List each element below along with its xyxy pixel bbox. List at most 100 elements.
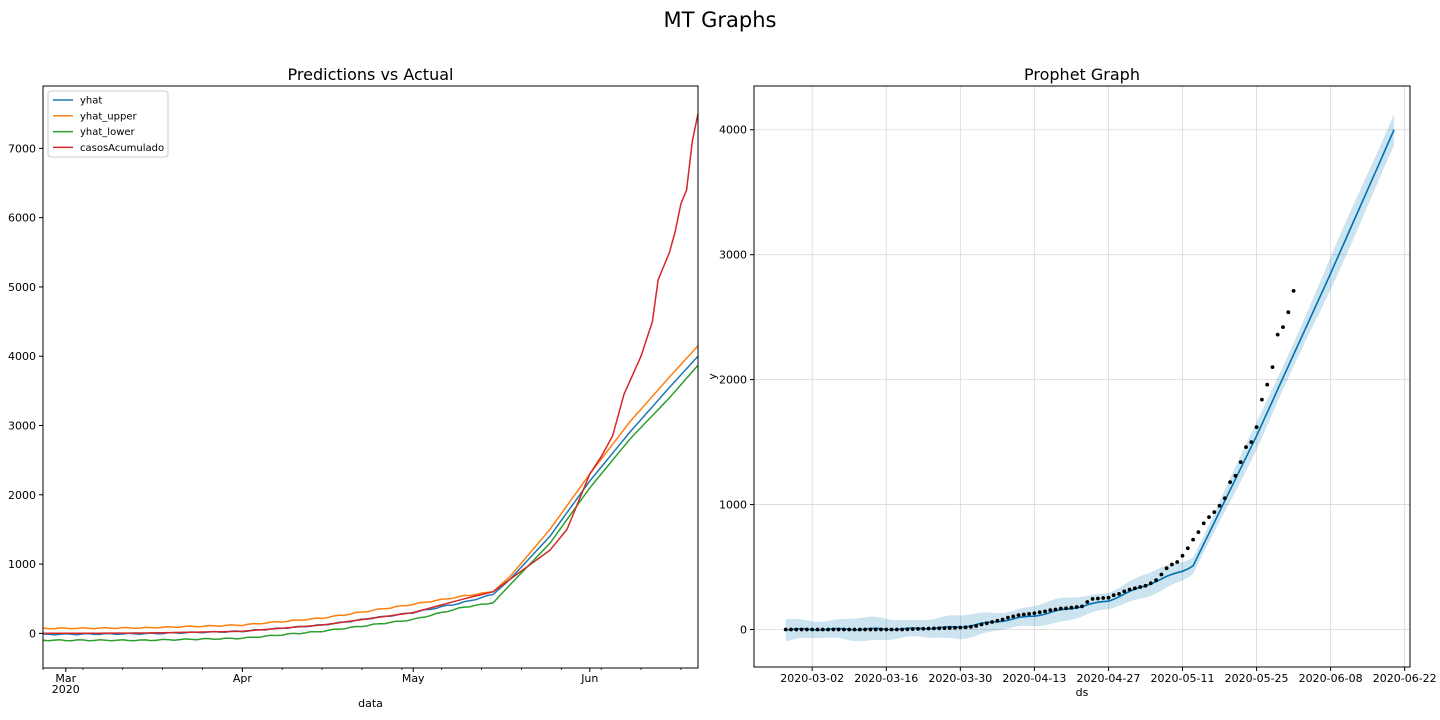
y-tick-label: 0 — [29, 627, 36, 640]
observed-point — [1074, 605, 1079, 609]
y-tick-label: 7000 — [8, 142, 36, 155]
uncertainty-band — [785, 114, 1395, 642]
observed-point — [1048, 608, 1053, 612]
series-line-yhat_lower — [43, 364, 698, 642]
observed-point — [810, 627, 815, 632]
y-axis-label: y — [706, 373, 719, 380]
observed-point — [1201, 521, 1206, 526]
series-line-casosAcumulado — [43, 113, 698, 635]
observed-point — [1000, 617, 1005, 622]
observed-point — [932, 626, 936, 631]
chart-title: Predictions vs Actual — [288, 65, 454, 84]
y-tick-label: 5000 — [8, 281, 36, 294]
observed-point — [984, 621, 989, 626]
observed-point — [963, 625, 968, 630]
observed-point — [1043, 609, 1047, 614]
observed-point — [1085, 600, 1090, 604]
observed-point — [1159, 572, 1164, 577]
observed-point — [1133, 586, 1137, 591]
y-tick-label: 4000 — [719, 124, 747, 137]
observed-point — [1217, 503, 1222, 508]
observed-point — [974, 624, 979, 628]
observed-point — [1096, 596, 1100, 601]
observed-point — [1170, 562, 1174, 567]
observed-point — [1164, 566, 1169, 571]
y-tick-label: 4000 — [8, 350, 36, 363]
observed-point — [1191, 537, 1195, 542]
observed-point — [1265, 382, 1270, 387]
observed-point — [847, 627, 852, 632]
observed-point — [1222, 496, 1227, 501]
observed-point — [1037, 610, 1042, 615]
observed-point — [926, 626, 931, 631]
observed-point — [783, 627, 788, 632]
observed-point — [1127, 587, 1132, 592]
x-tick-label: 2020-04-27 — [1076, 672, 1140, 685]
observed-point — [1111, 593, 1116, 598]
observed-point — [1011, 614, 1016, 619]
x-tick-label: 2020-06-08 — [1299, 672, 1363, 685]
observed-point — [1027, 612, 1031, 616]
legend-label: casosAcumulado — [80, 143, 164, 154]
legend-label: yhat_lower — [80, 127, 136, 138]
observed-point — [826, 627, 830, 632]
observed-point — [1053, 607, 1058, 612]
x-tick-label: 2020-05-11 — [1151, 672, 1215, 685]
figure-suptitle: MT Graphs — [663, 8, 777, 32]
observed-point — [1090, 597, 1095, 601]
observed-point — [1180, 553, 1185, 558]
y-tick-label: 0 — [740, 624, 747, 637]
x-tick-sublabel: 2020 — [52, 683, 80, 696]
legend: yhat yhat_upper yhat_lower casosAcumulado — [47, 90, 169, 158]
observed-point — [1154, 578, 1158, 583]
x-tick-label: 2020-03-02 — [780, 672, 844, 685]
observed-point — [1101, 596, 1106, 600]
observed-point — [921, 626, 926, 631]
y-tick-label: 2000 — [8, 489, 36, 502]
observed-point — [836, 627, 841, 632]
observed-point — [942, 626, 947, 630]
observed-point — [799, 627, 804, 632]
observed-point — [1228, 480, 1232, 484]
x-tick-label: 2020-03-16 — [854, 672, 918, 685]
observed-point — [1032, 611, 1037, 616]
series-line-yhat_upper — [43, 345, 698, 630]
chart-title: Prophet Graph — [1024, 65, 1140, 84]
observed-point — [852, 627, 857, 632]
observed-point — [789, 627, 793, 632]
observed-point — [1212, 510, 1217, 514]
observed-point — [1058, 606, 1063, 611]
observed-point — [1064, 606, 1068, 611]
x-tick-label: 2020-05-25 — [1225, 672, 1289, 685]
y-tick-label: 1000 — [719, 499, 747, 512]
observed-point — [1270, 365, 1275, 369]
observed-point — [958, 625, 963, 630]
observed-point — [990, 620, 994, 624]
observed-point — [905, 627, 910, 632]
observed-point — [868, 627, 873, 632]
observed-point — [1175, 560, 1180, 564]
plot-frame — [42, 85, 699, 669]
observed-point — [969, 624, 973, 629]
chart-predictions-vs-actual: Predictions vs Actual 0 1000 2000 3000 4000 50… — [8, 65, 699, 710]
observed-point — [1006, 615, 1010, 620]
plot-frame — [753, 85, 1411, 668]
observed-point — [1244, 445, 1248, 449]
observed-point — [879, 627, 883, 632]
legend-label: yhat_upper — [80, 111, 137, 122]
observed-point — [815, 627, 820, 632]
x-axis-label: data — [358, 697, 383, 710]
observed-point — [1254, 425, 1259, 429]
y-tick-label: 3000 — [719, 249, 747, 262]
observed-point — [937, 626, 942, 631]
x-tick-label: 2020-04-13 — [1002, 672, 1066, 685]
chart-prophet-graph: Prophet Graph 0 1000 2000 3000 4000 2020-03-02… — [706, 65, 1437, 699]
observed-point — [1249, 440, 1254, 444]
observed-point — [953, 625, 957, 630]
observed-point — [894, 627, 899, 632]
observed-point — [1286, 310, 1291, 315]
observed-point — [979, 622, 984, 627]
observed-point — [1122, 589, 1127, 594]
observed-point — [910, 627, 915, 631]
